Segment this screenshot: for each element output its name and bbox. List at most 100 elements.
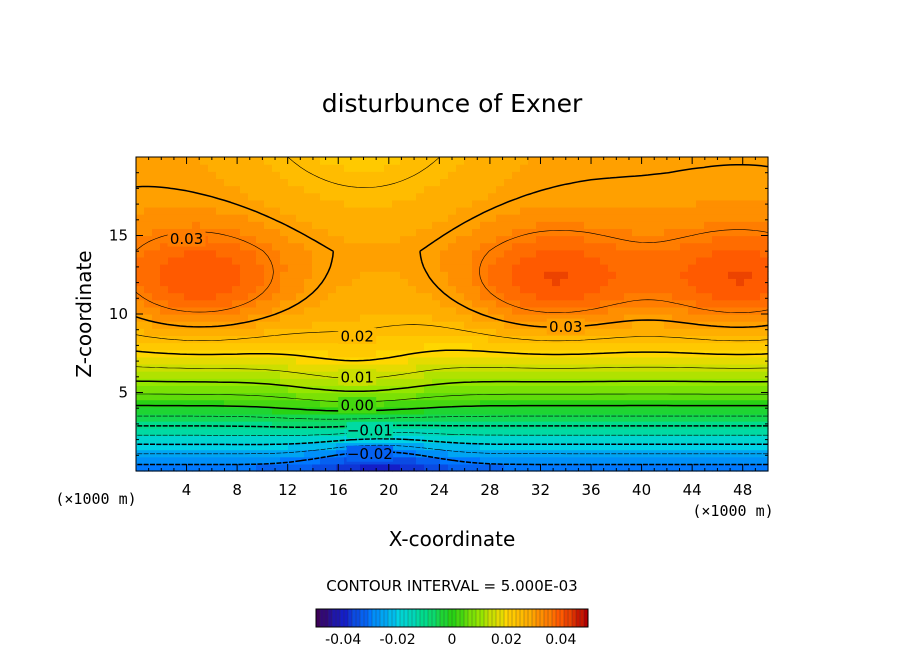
heatmap-cell (192, 264, 201, 272)
heatmap-cell (288, 292, 297, 301)
heatmap-cell (240, 242, 249, 251)
heatmap-cell (728, 164, 737, 172)
heatmap-cell (448, 185, 457, 194)
heatmap-cell (288, 413, 297, 422)
heatmap-cell (640, 199, 649, 208)
heatmap-cell (584, 413, 593, 422)
heatmap-cell (184, 306, 193, 315)
heatmap-cell (616, 456, 625, 465)
heatmap-cell (136, 349, 145, 358)
heatmap-cell (720, 235, 729, 244)
heatmap-cell (536, 406, 545, 415)
heatmap-cell (576, 256, 585, 265)
heatmap-cell (528, 328, 537, 337)
heatmap-cell (520, 214, 529, 222)
heatmap-cell (192, 192, 201, 201)
heatmap-cell (280, 256, 289, 265)
heatmap-cell (648, 285, 657, 294)
heatmap-cell (560, 335, 569, 344)
heatmap-cell (432, 157, 441, 165)
heatmap-cell (304, 371, 313, 379)
heatmap-cell (632, 399, 641, 408)
heatmap-cell (176, 264, 185, 272)
heatmap-cell (288, 363, 297, 372)
heatmap-cell (280, 242, 289, 251)
heatmap-cell (696, 235, 705, 244)
heatmap-cell (552, 371, 561, 379)
heatmap-cell (448, 342, 457, 351)
heatmap-cell (512, 306, 521, 315)
heatmap-cell (328, 463, 337, 472)
heatmap-cell (232, 442, 241, 451)
x-tick-label: 16 (329, 481, 348, 499)
heatmap-cell (320, 285, 329, 294)
heatmap-cell (296, 178, 305, 187)
heatmap-cell (592, 421, 601, 429)
heatmap-cell (368, 271, 377, 279)
heatmap-cell (528, 356, 537, 365)
heatmap-cell (472, 271, 481, 279)
heatmap-cell (232, 392, 241, 401)
contour-label: 0.01 (340, 368, 373, 386)
heatmap-cell (440, 335, 449, 344)
heatmap-cell (144, 435, 153, 444)
heatmap-cell (720, 306, 729, 315)
heatmap-cell (208, 292, 217, 301)
heatmap-cell (688, 206, 697, 215)
heatmap-cell (192, 435, 201, 444)
heatmap-cell (336, 463, 345, 472)
heatmap-cell (560, 192, 569, 201)
heatmap-cell (488, 292, 497, 301)
heatmap-cell (208, 185, 217, 194)
heatmap-cell (456, 192, 465, 201)
heatmap-cell (160, 256, 169, 265)
contour-label-bg (346, 445, 394, 462)
heatmap-cell (720, 164, 729, 172)
heatmap-cell (488, 199, 497, 208)
colorbar-cell (379, 608, 385, 628)
heatmap-cell (744, 278, 753, 287)
heatmap-cell (224, 214, 233, 222)
heatmap-cell (632, 442, 641, 451)
heatmap-cell (192, 321, 201, 329)
heatmap-cell (648, 314, 657, 322)
colorbar-cell (407, 608, 413, 628)
heatmap-cell (720, 264, 729, 272)
heatmap-cell (384, 335, 393, 344)
heatmap-cell (160, 428, 169, 436)
heatmap-cell (720, 435, 729, 444)
heatmap-cell (648, 399, 657, 408)
heatmap-cell (640, 242, 649, 251)
heatmap-cell (712, 285, 721, 294)
heatmap-cell (480, 206, 489, 215)
heatmap-cell (544, 413, 553, 422)
heatmap-cell (536, 292, 545, 301)
heatmap-cell (232, 271, 241, 279)
heatmap-cell (288, 178, 297, 187)
heatmap-cell (200, 285, 209, 294)
heatmap-cell (216, 185, 225, 194)
heatmap-cell (344, 321, 353, 329)
colorbar-cell (343, 608, 349, 628)
colorbar-cell (495, 608, 501, 628)
heatmap-cell (712, 171, 721, 180)
heatmap-cell (576, 442, 585, 451)
heatmap-cell (576, 299, 585, 308)
heatmap-cell (280, 321, 289, 329)
heatmap-cell (144, 421, 153, 429)
heatmap-cell (544, 335, 553, 344)
heatmap-cell (400, 342, 409, 351)
heatmap-cell (504, 456, 513, 465)
heatmap-cell (624, 192, 633, 201)
heatmap-cell (736, 406, 745, 415)
heatmap-cell (184, 356, 193, 365)
heatmap-cell (680, 406, 689, 415)
heatmap-cell (400, 185, 409, 194)
heatmap-cell (360, 385, 369, 394)
heatmap-cell (608, 164, 617, 172)
heatmap-cell (616, 164, 625, 172)
heatmap-cell (136, 199, 145, 208)
heatmap-cell (160, 335, 169, 344)
heatmap-cell (472, 413, 481, 422)
heatmap-cell (208, 314, 217, 322)
